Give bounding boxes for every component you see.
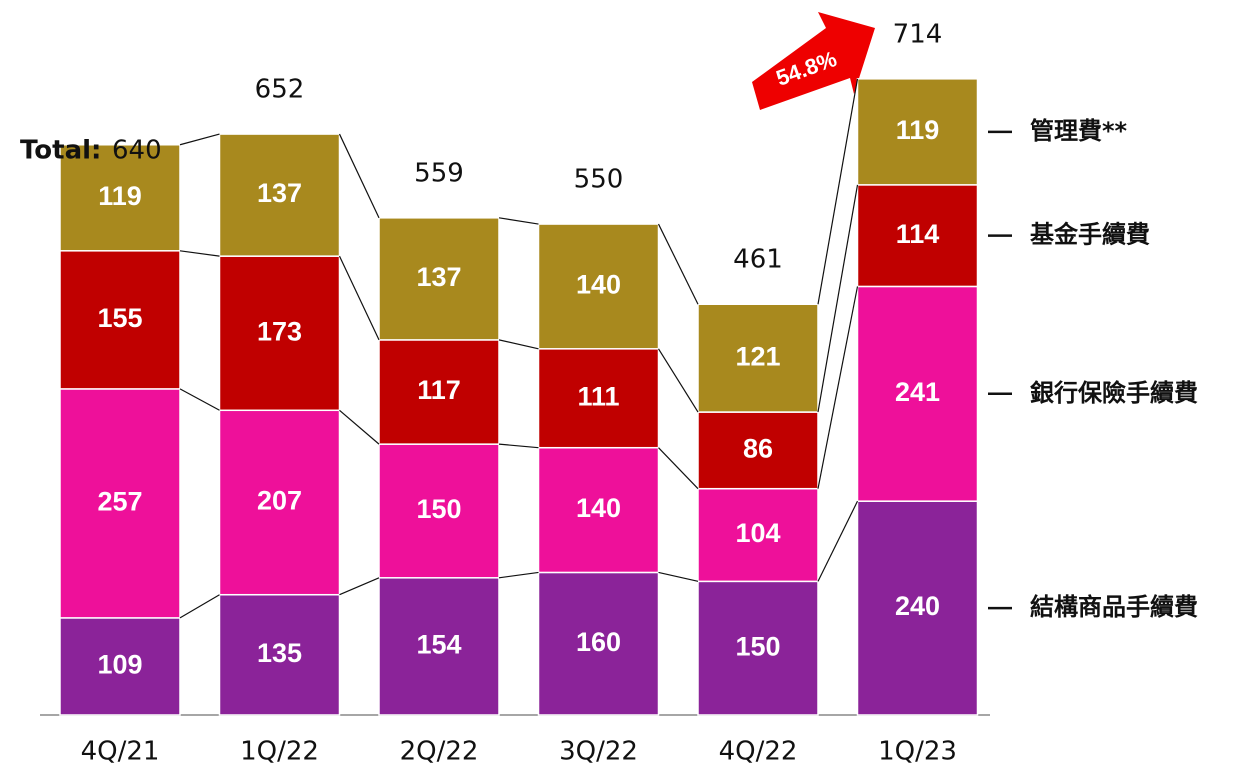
- value-label: 155: [97, 303, 142, 333]
- bar-segment: [537, 348, 660, 449]
- total-label: 640: [112, 135, 162, 165]
- value-label: 114: [896, 219, 940, 249]
- connector: [817, 78, 859, 305]
- connector: [179, 250, 220, 257]
- connector: [339, 577, 380, 596]
- total-label: 714: [893, 19, 943, 49]
- bar-segment: [378, 217, 500, 341]
- legend-label: 結構商品手續費: [1030, 593, 1198, 621]
- bar-segment: [856, 500, 979, 716]
- x-tick-label: 2Q/22: [400, 737, 479, 767]
- value-label: 150: [416, 494, 461, 524]
- connector: [179, 388, 220, 411]
- connector: [498, 339, 539, 350]
- value-label: 241: [895, 377, 940, 407]
- value-label: 119: [896, 115, 940, 145]
- bar-segment: [378, 443, 500, 579]
- bar-segment: [59, 144, 181, 252]
- total-label: 461: [733, 245, 783, 275]
- connector: [339, 409, 380, 445]
- bar-segment: [856, 285, 979, 502]
- growth-arrow: [752, 12, 875, 110]
- connector: [338, 133, 380, 219]
- connector: [179, 133, 220, 146]
- value-label: 160: [576, 627, 621, 657]
- value-label: 140: [576, 270, 621, 300]
- connector: [817, 286, 859, 489]
- bar-segment: [378, 339, 500, 445]
- connector: [498, 443, 539, 449]
- bar-segment: [697, 411, 819, 490]
- value-label: 137: [416, 262, 461, 292]
- legend-label: 管理費**: [1030, 117, 1128, 145]
- bar-segment: [697, 303, 819, 413]
- legend-label: 銀行保險手續費: [1030, 379, 1198, 407]
- bar-segment: [856, 78, 979, 186]
- connector: [498, 217, 539, 225]
- bar-segment: [537, 223, 660, 350]
- value-label: 104: [735, 518, 780, 548]
- total-prefix: Total:: [20, 135, 101, 165]
- value-label: 257: [97, 487, 142, 517]
- value-label: 240: [895, 591, 940, 621]
- value-label: 207: [257, 486, 302, 516]
- bar-segment: [537, 446, 660, 574]
- x-tick-label: 4Q/22: [719, 737, 798, 767]
- bar-segment: [59, 388, 181, 619]
- total-label: 559: [414, 158, 464, 188]
- value-label: 111: [577, 381, 619, 411]
- connector: [817, 500, 859, 582]
- bar-segment: [697, 487, 819, 583]
- value-label: 119: [98, 181, 142, 211]
- value-label: 154: [416, 630, 461, 660]
- total-label: 550: [574, 165, 624, 195]
- x-tick-label: 1Q/22: [240, 737, 319, 767]
- legend-label: 基金手續費: [1030, 221, 1150, 249]
- connector: [657, 348, 699, 413]
- connector: [658, 447, 699, 490]
- connector: [179, 594, 220, 619]
- connector: [817, 184, 859, 413]
- value-label: 86: [743, 433, 773, 463]
- value-label: 150: [735, 631, 780, 661]
- value-label: 135: [257, 638, 302, 668]
- value-label: 173: [257, 316, 302, 346]
- bar-segment: [218, 133, 341, 257]
- connector: [658, 571, 699, 582]
- value-label: 140: [576, 493, 621, 523]
- bar-segment: [856, 184, 979, 288]
- connector: [498, 571, 539, 579]
- value-label: 117: [417, 375, 461, 405]
- bar-segment: [697, 580, 819, 716]
- x-tick-label: 1Q/23: [878, 737, 957, 767]
- x-tick-label: 3Q/22: [559, 737, 638, 767]
- bar-segment: [378, 577, 500, 716]
- connector: [338, 255, 380, 341]
- value-label: 109: [97, 650, 142, 680]
- x-tick-label: 4Q/21: [81, 737, 160, 767]
- value-label: 137: [257, 178, 302, 208]
- connector: [657, 223, 699, 305]
- bar-segment: [59, 617, 181, 716]
- bar-segment: [537, 571, 660, 716]
- bar-segment: [218, 255, 341, 412]
- total-label: 652: [255, 75, 305, 105]
- value-label: 121: [735, 341, 780, 371]
